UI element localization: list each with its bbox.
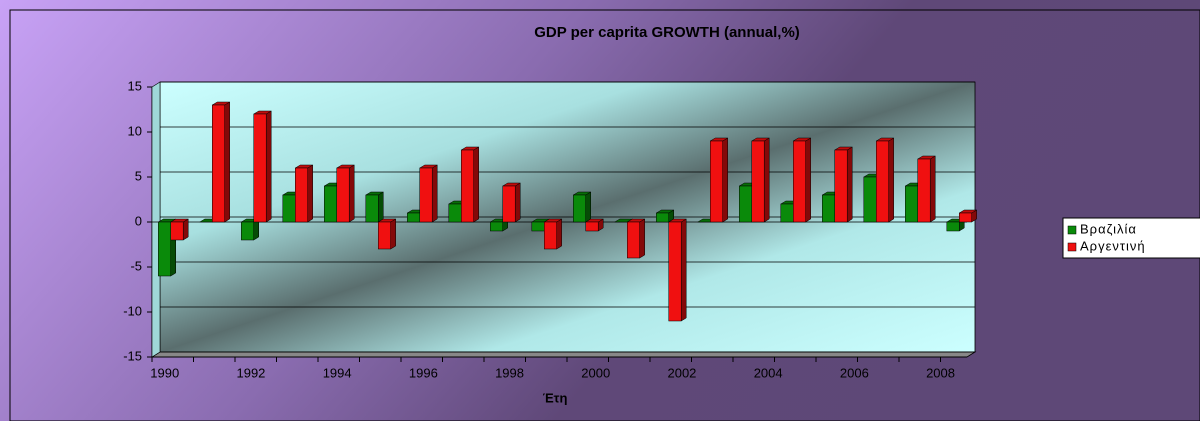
y-tick-label: 5 bbox=[135, 168, 142, 183]
plot-side-wall bbox=[151, 81, 161, 358]
bar-side bbox=[888, 137, 894, 223]
x-tick-label: 1994 bbox=[323, 365, 352, 380]
bar bbox=[656, 212, 669, 223]
x-axis-title: Έτη bbox=[543, 390, 568, 405]
bar bbox=[710, 140, 723, 223]
bar-side bbox=[224, 101, 230, 223]
legend-box bbox=[1062, 217, 1200, 259]
bar bbox=[282, 194, 296, 223]
bar bbox=[531, 221, 545, 232]
bar bbox=[241, 221, 255, 241]
bar bbox=[448, 203, 462, 223]
bar bbox=[324, 185, 337, 223]
y-tick-label: 0 bbox=[135, 213, 142, 228]
bar bbox=[461, 149, 474, 223]
bar bbox=[295, 167, 308, 223]
x-tick-label: 1992 bbox=[236, 365, 265, 380]
bar bbox=[793, 140, 806, 223]
bar-side bbox=[846, 146, 853, 223]
bar-side bbox=[556, 218, 562, 250]
bar bbox=[212, 104, 225, 223]
bar bbox=[365, 194, 379, 223]
bar-side bbox=[265, 110, 272, 223]
bar bbox=[959, 212, 972, 223]
bar bbox=[419, 167, 433, 223]
x-tick-label: 2004 bbox=[754, 365, 783, 380]
bar-side bbox=[639, 218, 645, 259]
bar-side bbox=[514, 182, 521, 223]
legend-label: Βραζιλία bbox=[1080, 221, 1137, 236]
bar bbox=[946, 221, 960, 232]
x-tick-label: 2000 bbox=[581, 365, 610, 380]
bar-side bbox=[722, 137, 728, 223]
bar bbox=[585, 221, 599, 232]
bar-side bbox=[390, 218, 396, 250]
y-tick-label: 15 bbox=[128, 78, 142, 93]
bar bbox=[834, 149, 848, 223]
bar bbox=[158, 221, 172, 277]
chart-border bbox=[9, 9, 1200, 421]
bar bbox=[739, 185, 752, 223]
bar-side bbox=[680, 218, 687, 322]
bar bbox=[573, 194, 586, 223]
x-tick-label: 1998 bbox=[495, 365, 524, 380]
bar bbox=[876, 140, 889, 223]
y-tick-label: -5 bbox=[130, 258, 142, 273]
y-tick-label: 10 bbox=[128, 123, 142, 138]
bar bbox=[822, 194, 835, 223]
bar bbox=[751, 140, 765, 223]
bar bbox=[627, 221, 640, 259]
bar-side bbox=[182, 218, 189, 241]
chart-title: GDP per caprita GROWTH (annual,%) bbox=[534, 24, 800, 41]
legend-swatch bbox=[1067, 225, 1077, 235]
x-tick-label: 2006 bbox=[840, 365, 869, 380]
bar-side bbox=[929, 155, 936, 223]
legend-swatch bbox=[1067, 242, 1077, 252]
bar bbox=[502, 185, 516, 223]
bar bbox=[253, 113, 267, 223]
x-tick-label: 1990 bbox=[150, 365, 179, 380]
bar-side bbox=[805, 137, 811, 223]
legend-label: Αργεντινή bbox=[1080, 238, 1146, 253]
bar bbox=[780, 203, 794, 223]
y-tick-label: -10 bbox=[123, 303, 142, 318]
bar bbox=[490, 221, 503, 232]
x-tick-label: 2002 bbox=[667, 365, 696, 380]
bar bbox=[544, 221, 557, 250]
bar bbox=[378, 221, 391, 250]
y-tick-label: -15 bbox=[123, 348, 142, 363]
bar bbox=[170, 221, 184, 241]
x-tick-label: 1996 bbox=[409, 365, 438, 380]
bar bbox=[668, 221, 682, 322]
x-tick-label: 2008 bbox=[926, 365, 955, 380]
bar-side bbox=[763, 137, 770, 223]
bar-side bbox=[431, 164, 438, 223]
plot-floor bbox=[150, 351, 977, 358]
bar bbox=[905, 185, 918, 223]
bar-side bbox=[348, 164, 355, 223]
bar bbox=[863, 176, 877, 223]
bar bbox=[917, 158, 931, 223]
bar-side bbox=[307, 164, 313, 223]
bar-side bbox=[473, 146, 479, 223]
bar bbox=[407, 212, 420, 223]
bar-side bbox=[585, 191, 591, 223]
bar bbox=[336, 167, 350, 223]
bar-side bbox=[378, 191, 384, 223]
